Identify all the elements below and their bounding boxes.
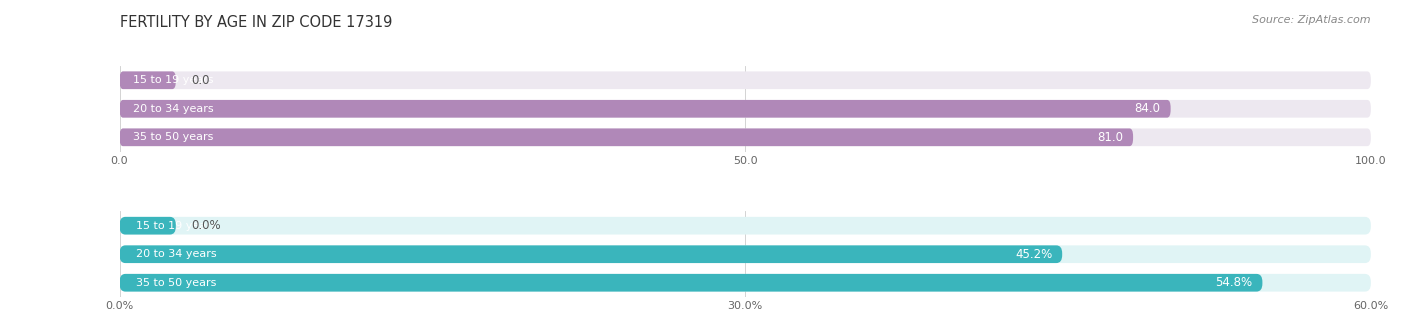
FancyBboxPatch shape bbox=[120, 71, 176, 89]
Text: Source: ZipAtlas.com: Source: ZipAtlas.com bbox=[1253, 15, 1371, 25]
Text: 15 to 19 years: 15 to 19 years bbox=[136, 221, 217, 231]
Text: 54.8%: 54.8% bbox=[1215, 276, 1253, 289]
FancyBboxPatch shape bbox=[120, 217, 1371, 235]
FancyBboxPatch shape bbox=[120, 274, 1263, 292]
FancyBboxPatch shape bbox=[120, 100, 1371, 117]
Text: 0.0%: 0.0% bbox=[191, 219, 221, 232]
Text: 20 to 34 years: 20 to 34 years bbox=[136, 249, 217, 259]
Text: 15 to 19 years: 15 to 19 years bbox=[134, 75, 214, 85]
Text: 20 to 34 years: 20 to 34 years bbox=[134, 104, 214, 114]
FancyBboxPatch shape bbox=[120, 246, 1371, 263]
FancyBboxPatch shape bbox=[120, 246, 1062, 263]
Text: FERTILITY BY AGE IN ZIP CODE 17319: FERTILITY BY AGE IN ZIP CODE 17319 bbox=[120, 15, 392, 30]
FancyBboxPatch shape bbox=[120, 274, 1371, 292]
FancyBboxPatch shape bbox=[120, 128, 1371, 146]
Text: 45.2%: 45.2% bbox=[1015, 248, 1052, 261]
FancyBboxPatch shape bbox=[120, 100, 1171, 117]
Text: 35 to 50 years: 35 to 50 years bbox=[136, 278, 217, 288]
Text: 0.0: 0.0 bbox=[191, 74, 209, 87]
FancyBboxPatch shape bbox=[120, 71, 1371, 89]
FancyBboxPatch shape bbox=[120, 128, 1133, 146]
Text: 81.0: 81.0 bbox=[1097, 131, 1123, 144]
Text: 35 to 50 years: 35 to 50 years bbox=[134, 132, 214, 142]
FancyBboxPatch shape bbox=[120, 217, 176, 235]
Text: 84.0: 84.0 bbox=[1135, 102, 1160, 115]
